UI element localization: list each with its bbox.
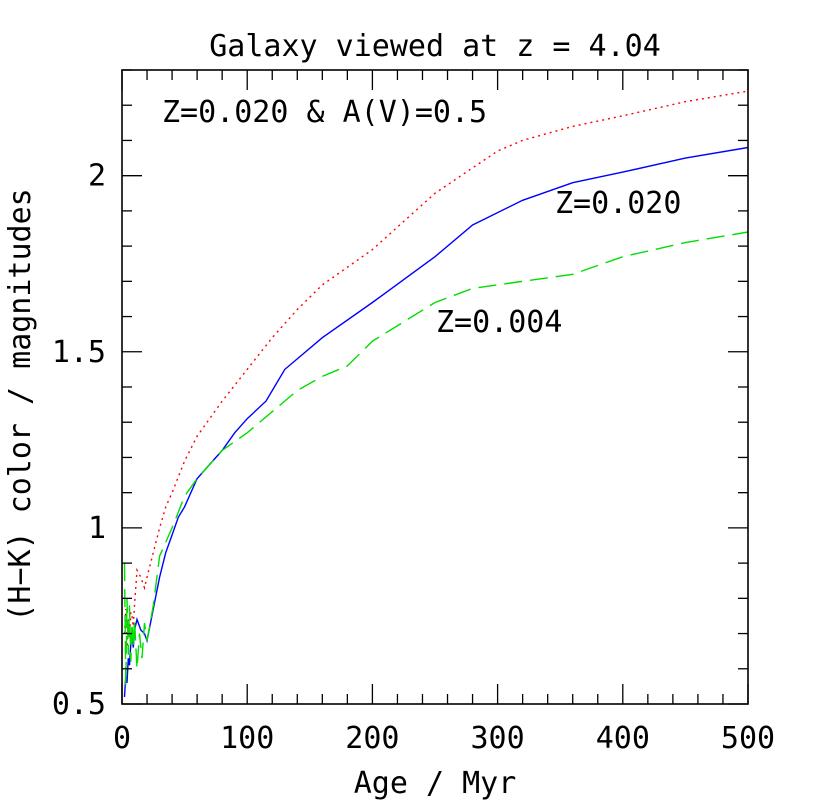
series-line-2 bbox=[123, 146, 749, 698]
chart-title: Galaxy viewed at z = 4.04 bbox=[209, 29, 661, 64]
y-axis-label: (H−K) color / magnitudes bbox=[3, 188, 38, 621]
legend-label-blue: Z=0.020 bbox=[555, 186, 681, 221]
y-tick-label: 1.5 bbox=[52, 335, 106, 370]
plot-frame bbox=[121, 69, 749, 705]
series-line-1 bbox=[123, 90, 749, 648]
y-tick-label: 2 bbox=[88, 159, 106, 194]
x-tick-label: 400 bbox=[596, 721, 650, 756]
x-tick-label: 200 bbox=[345, 721, 399, 756]
y-tick-label: 0.5 bbox=[52, 687, 106, 722]
x-axis-label: Age / Myr bbox=[354, 766, 517, 801]
x-tick-label: 500 bbox=[721, 721, 775, 756]
x-tick-label: 0 bbox=[113, 721, 131, 756]
series-line-3 bbox=[123, 231, 749, 687]
x-tick-label: 100 bbox=[220, 721, 274, 756]
legend-label-green: Z=0.004 bbox=[436, 305, 562, 340]
y-tick-label: 1 bbox=[88, 511, 106, 546]
x-tick-label: 300 bbox=[471, 721, 525, 756]
legend-label-red: Z=0.020 & A(V)=0.5 bbox=[162, 95, 487, 130]
